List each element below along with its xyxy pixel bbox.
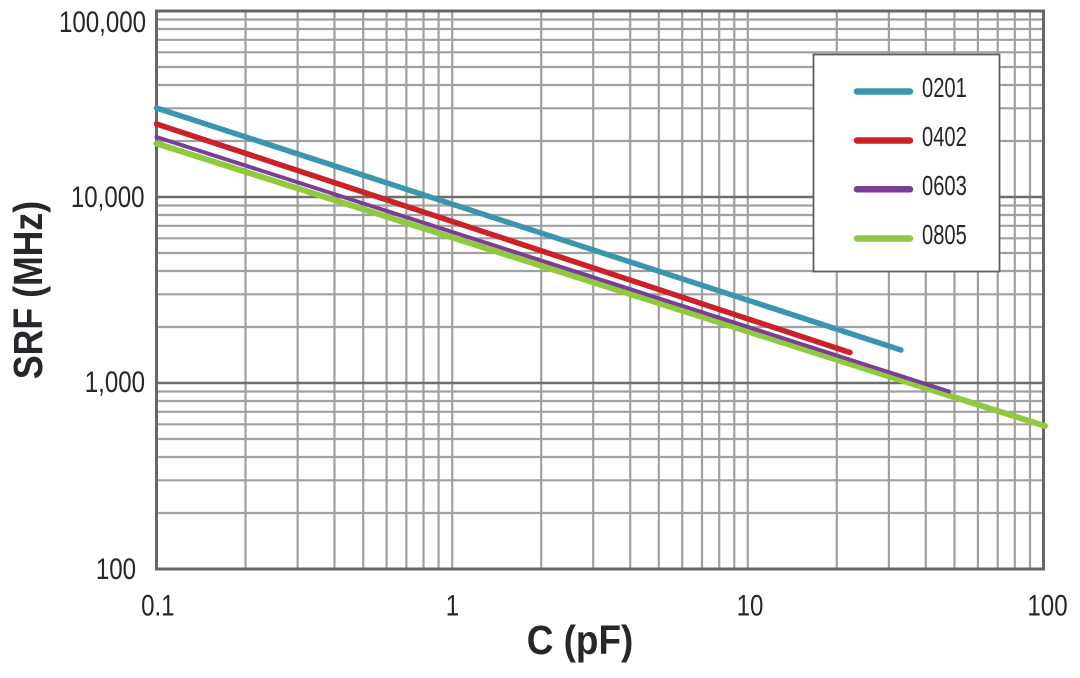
svg-text:10,000: 10,000	[71, 181, 145, 214]
svg-text:1: 1	[446, 589, 459, 622]
svg-text:100: 100	[96, 553, 136, 586]
svg-text:0805: 0805	[922, 220, 967, 251]
svg-text:100,000: 100,000	[59, 6, 146, 39]
svg-text:SRF (MHz): SRF (MHz)	[6, 201, 52, 379]
svg-text:0.1: 0.1	[141, 589, 174, 622]
svg-text:100: 100	[1027, 589, 1067, 622]
svg-text:10: 10	[737, 589, 764, 622]
svg-text:C (pF): C (pF)	[527, 618, 634, 663]
svg-text:0603: 0603	[922, 171, 967, 202]
svg-text:1,000: 1,000	[85, 366, 145, 399]
svg-text:0402: 0402	[922, 122, 967, 153]
svg-text:0201: 0201	[922, 73, 967, 104]
